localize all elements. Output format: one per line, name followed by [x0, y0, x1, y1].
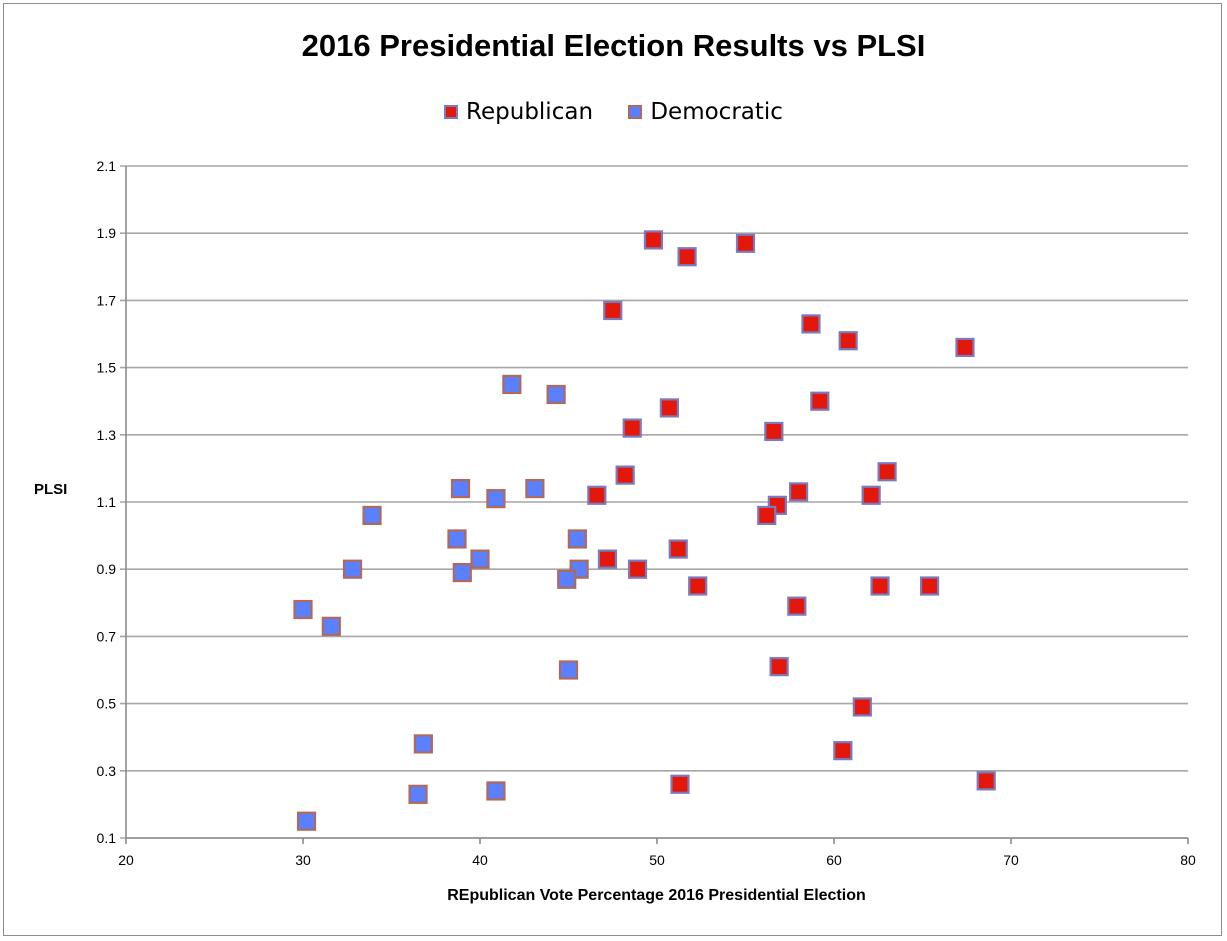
- republican-point: [833, 741, 853, 761]
- chart-frame: [3, 3, 1222, 936]
- republican-point: [788, 482, 809, 502]
- republican-point: [587, 485, 607, 505]
- legend-label-republican: Republican: [466, 99, 594, 125]
- democratic-point: [413, 734, 433, 754]
- y-tick-label: 1.1: [97, 494, 117, 510]
- legend-item-republican: Republican: [444, 99, 593, 125]
- y-tick-label: 0.9: [97, 561, 117, 577]
- legend-item-democratic: Democratic: [628, 99, 783, 125]
- x-tick-label: 40: [472, 852, 488, 868]
- democratic-point: [296, 811, 317, 831]
- republican-point: [976, 771, 996, 791]
- x-tick-label: 20: [118, 852, 134, 868]
- republican-point: [838, 331, 858, 351]
- legend: Republican Democratic: [0, 99, 1227, 125]
- x-tick-label: 80: [1180, 852, 1196, 868]
- republican-point: [769, 657, 789, 677]
- democratic-point: [321, 616, 341, 636]
- democratic-point: [342, 559, 363, 579]
- republican-point: [852, 697, 872, 717]
- legend-swatch-democratic: [628, 105, 643, 119]
- legend-swatch-republican: [444, 105, 459, 119]
- y-tick-label: 1.3: [97, 427, 117, 443]
- republican-point: [677, 247, 697, 267]
- democratic-point: [450, 478, 471, 499]
- democratic-point: [502, 374, 522, 394]
- republican-point: [643, 230, 664, 250]
- democratic-point: [470, 549, 490, 569]
- republican-point: [735, 233, 756, 253]
- y-axis-label: PLSI: [34, 481, 68, 498]
- republican-point: [757, 505, 777, 526]
- democratic-point: [452, 562, 472, 583]
- democratic-point: [486, 781, 506, 801]
- y-tick-label: 0.5: [97, 696, 117, 712]
- democratic-point: [558, 660, 579, 680]
- republican-point: [688, 576, 708, 596]
- y-tick-label: 1.5: [97, 360, 117, 376]
- legend-label-democratic: Democratic: [650, 99, 783, 125]
- democratic-point: [293, 599, 313, 620]
- republican-point: [877, 462, 897, 482]
- chart-title: 2016 Presidential Election Results vs PL…: [301, 28, 926, 63]
- x-tick-label: 50: [649, 852, 665, 868]
- republican-point: [801, 314, 821, 334]
- republican-point: [622, 418, 642, 438]
- democratic-point: [362, 505, 382, 526]
- x-tick-label: 70: [1003, 852, 1019, 868]
- republican-point: [955, 337, 975, 358]
- x-tick-label: 60: [826, 852, 842, 868]
- y-tick-label: 0.3: [97, 763, 117, 779]
- republican-point: [659, 398, 679, 418]
- republican-point: [603, 300, 623, 321]
- republican-point: [870, 576, 890, 596]
- y-tick-label: 0.1: [97, 830, 117, 846]
- republican-point: [919, 576, 940, 596]
- republican-point: [810, 391, 830, 411]
- republican-point: [615, 465, 635, 485]
- republican-point: [597, 549, 618, 569]
- democratic-point: [447, 529, 467, 549]
- y-tick-label: 2.1: [97, 158, 117, 174]
- republican-point: [670, 774, 690, 794]
- republican-point: [764, 421, 784, 442]
- y-tick-label: 0.7: [97, 628, 117, 644]
- x-axis-label: REpublican Vote Percentage 2016 Presiden…: [447, 887, 866, 904]
- democratic-point: [525, 478, 545, 499]
- y-tick-label: 1.9: [97, 225, 117, 241]
- x-tick-label: 30: [295, 852, 311, 868]
- republican-point: [787, 596, 807, 616]
- democratic-point: [546, 384, 566, 405]
- republican-point: [627, 559, 648, 579]
- democratic-point: [557, 569, 577, 589]
- republican-point: [861, 485, 881, 505]
- democratic-point: [567, 529, 587, 549]
- democratic-point: [408, 784, 428, 804]
- republican-point: [668, 539, 688, 559]
- y-tick-label: 1.7: [97, 292, 117, 308]
- democratic-point: [486, 489, 506, 509]
